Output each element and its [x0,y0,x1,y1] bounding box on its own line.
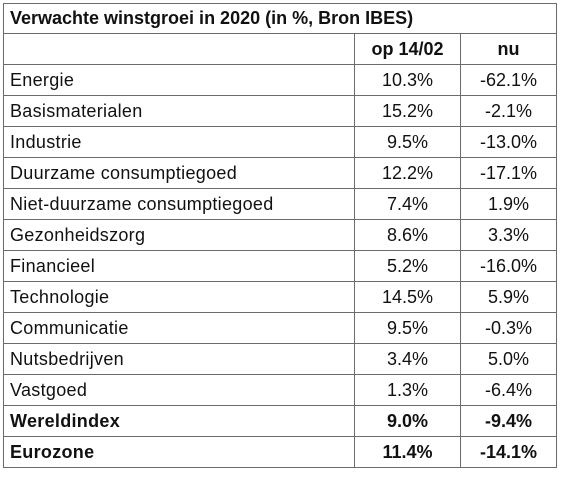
table-row: Duurzame consumptiegoed 12.2% -17.1% [3,157,557,189]
value-cell: 9.5% [354,312,461,344]
value-cell: 12.2% [354,157,461,189]
value-cell: -62.1% [460,64,557,96]
value-cell: 11.4% [354,436,461,468]
table-row: Niet-duurzame consumptiegoed 7.4% 1.9% [3,188,557,220]
value-cell: 15.2% [354,95,461,127]
table-row: Eurozone 11.4% -14.1% [3,436,557,468]
row-label: Basismaterialen [3,95,355,127]
value-cell: 5.0% [460,343,557,375]
value-cell: 5.2% [354,250,461,282]
row-label: Gezonheidszorg [3,219,355,251]
value-cell: -2.1% [460,95,557,127]
row-label: Vastgoed [3,374,355,406]
row-label: Financieel [3,250,355,282]
row-label: Communicatie [3,312,355,344]
table-row: Financieel 5.2% -16.0% [3,250,557,282]
value-cell: 5.9% [460,281,557,313]
table-row: Industrie 9.5% -13.0% [3,126,557,158]
value-cell: 7.4% [354,188,461,220]
value-cell: -16.0% [460,250,557,282]
value-cell: 1.3% [354,374,461,406]
value-cell: 14.5% [354,281,461,313]
header-cell: nu [460,33,557,65]
header-row: op 14/02 nu [3,33,557,65]
value-cell: 3.3% [460,219,557,251]
table-row: Communicatie 9.5% -0.3% [3,312,557,344]
row-label: Eurozone [3,436,355,468]
table-title: Verwachte winstgroei in 2020 (in %, Bron… [3,3,557,34]
value-cell: 8.6% [354,219,461,251]
row-label: Nutsbedrijven [3,343,355,375]
value-cell: -14.1% [460,436,557,468]
table-row: Energie 10.3% -62.1% [3,64,557,96]
header-cell [3,33,355,65]
table-row: Gezonheidszorg 8.6% 3.3% [3,219,557,251]
value-cell: -9.4% [460,405,557,437]
data-table: Verwachte winstgroei in 2020 (in %, Bron… [3,3,557,468]
row-label: Industrie [3,126,355,158]
value-cell: 9.0% [354,405,461,437]
value-cell: -6.4% [460,374,557,406]
title-row: Verwachte winstgroei in 2020 (in %, Bron… [3,3,557,34]
value-cell: 1.9% [460,188,557,220]
value-cell: -0.3% [460,312,557,344]
row-label: Duurzame consumptiegoed [3,157,355,189]
table-row: Vastgoed 1.3% -6.4% [3,374,557,406]
value-cell: -13.0% [460,126,557,158]
table-row: Wereldindex 9.0% -9.4% [3,405,557,437]
row-label: Technologie [3,281,355,313]
row-label: Wereldindex [3,405,355,437]
table-row: Basismaterialen 15.2% -2.1% [3,95,557,127]
value-cell: 3.4% [354,343,461,375]
value-cell: 10.3% [354,64,461,96]
row-label: Niet-duurzame consumptiegoed [3,188,355,220]
header-cell: op 14/02 [354,33,461,65]
value-cell: -17.1% [460,157,557,189]
table-body: Energie 10.3% -62.1% Basismaterialen 15.2% -2… [3,64,557,468]
row-label: Energie [3,64,355,96]
table-row: Nutsbedrijven 3.4% 5.0% [3,343,557,375]
table-row: Technologie 14.5% 5.9% [3,281,557,313]
value-cell: 9.5% [354,126,461,158]
